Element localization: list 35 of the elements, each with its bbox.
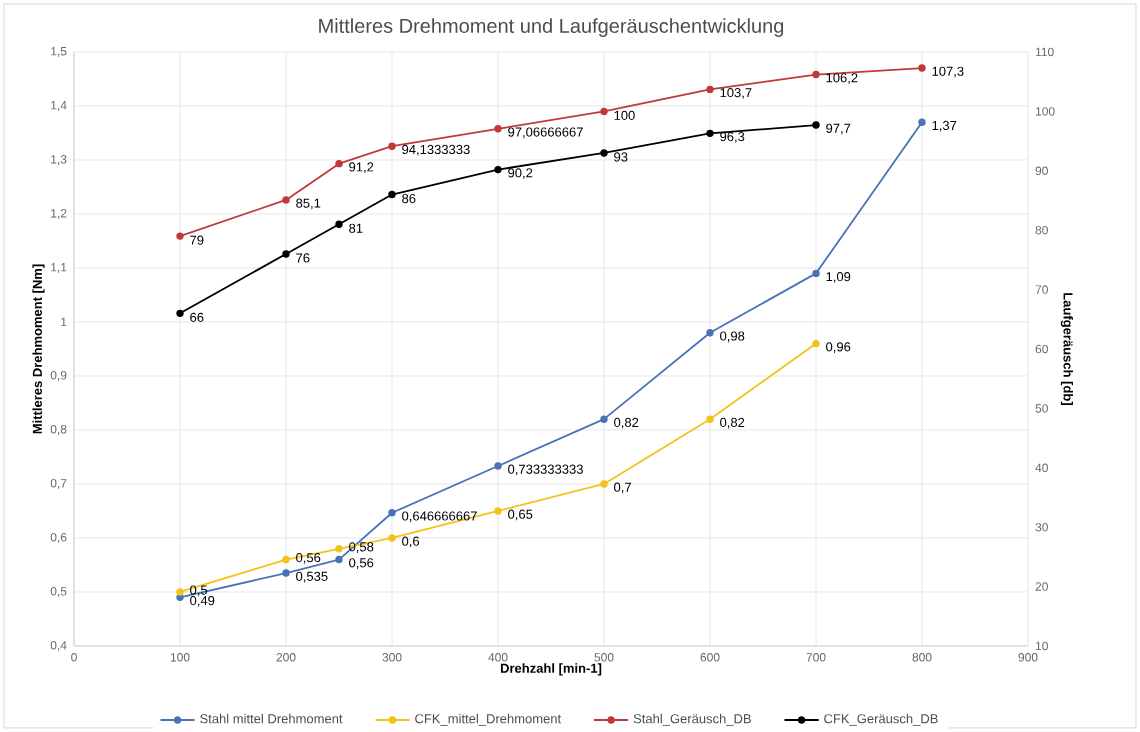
- point: [388, 190, 396, 199]
- point: [600, 415, 608, 423]
- point: [176, 588, 184, 596]
- point: [282, 250, 290, 258]
- point: [335, 545, 343, 553]
- point: [494, 507, 502, 515]
- point: [812, 70, 820, 79]
- point: [176, 593, 184, 602]
- point: [176, 232, 184, 240]
- point: [812, 339, 820, 348]
- point: [282, 555, 290, 564]
- point: [282, 196, 290, 204]
- point: [494, 165, 502, 174]
- point: [918, 118, 926, 126]
- point: [812, 121, 820, 129]
- point: [494, 462, 502, 470]
- point: [335, 555, 343, 564]
- point: [706, 415, 714, 423]
- point: [600, 149, 608, 157]
- point: [812, 269, 820, 278]
- point: [706, 329, 714, 337]
- point: [918, 64, 926, 72]
- point: [600, 107, 608, 116]
- point: [335, 159, 343, 168]
- point: [388, 534, 396, 542]
- point: [600, 480, 608, 488]
- point: [706, 129, 714, 138]
- point: [335, 220, 343, 228]
- point: [494, 125, 502, 133]
- point: [282, 569, 290, 577]
- point: [176, 309, 184, 318]
- chart-title: Mittleres Drehmoment und Laufgeräuschentwicklung: [319, 18, 784, 37]
- point: [388, 509, 396, 517]
- point: [706, 85, 714, 94]
- point: [388, 142, 396, 150]
